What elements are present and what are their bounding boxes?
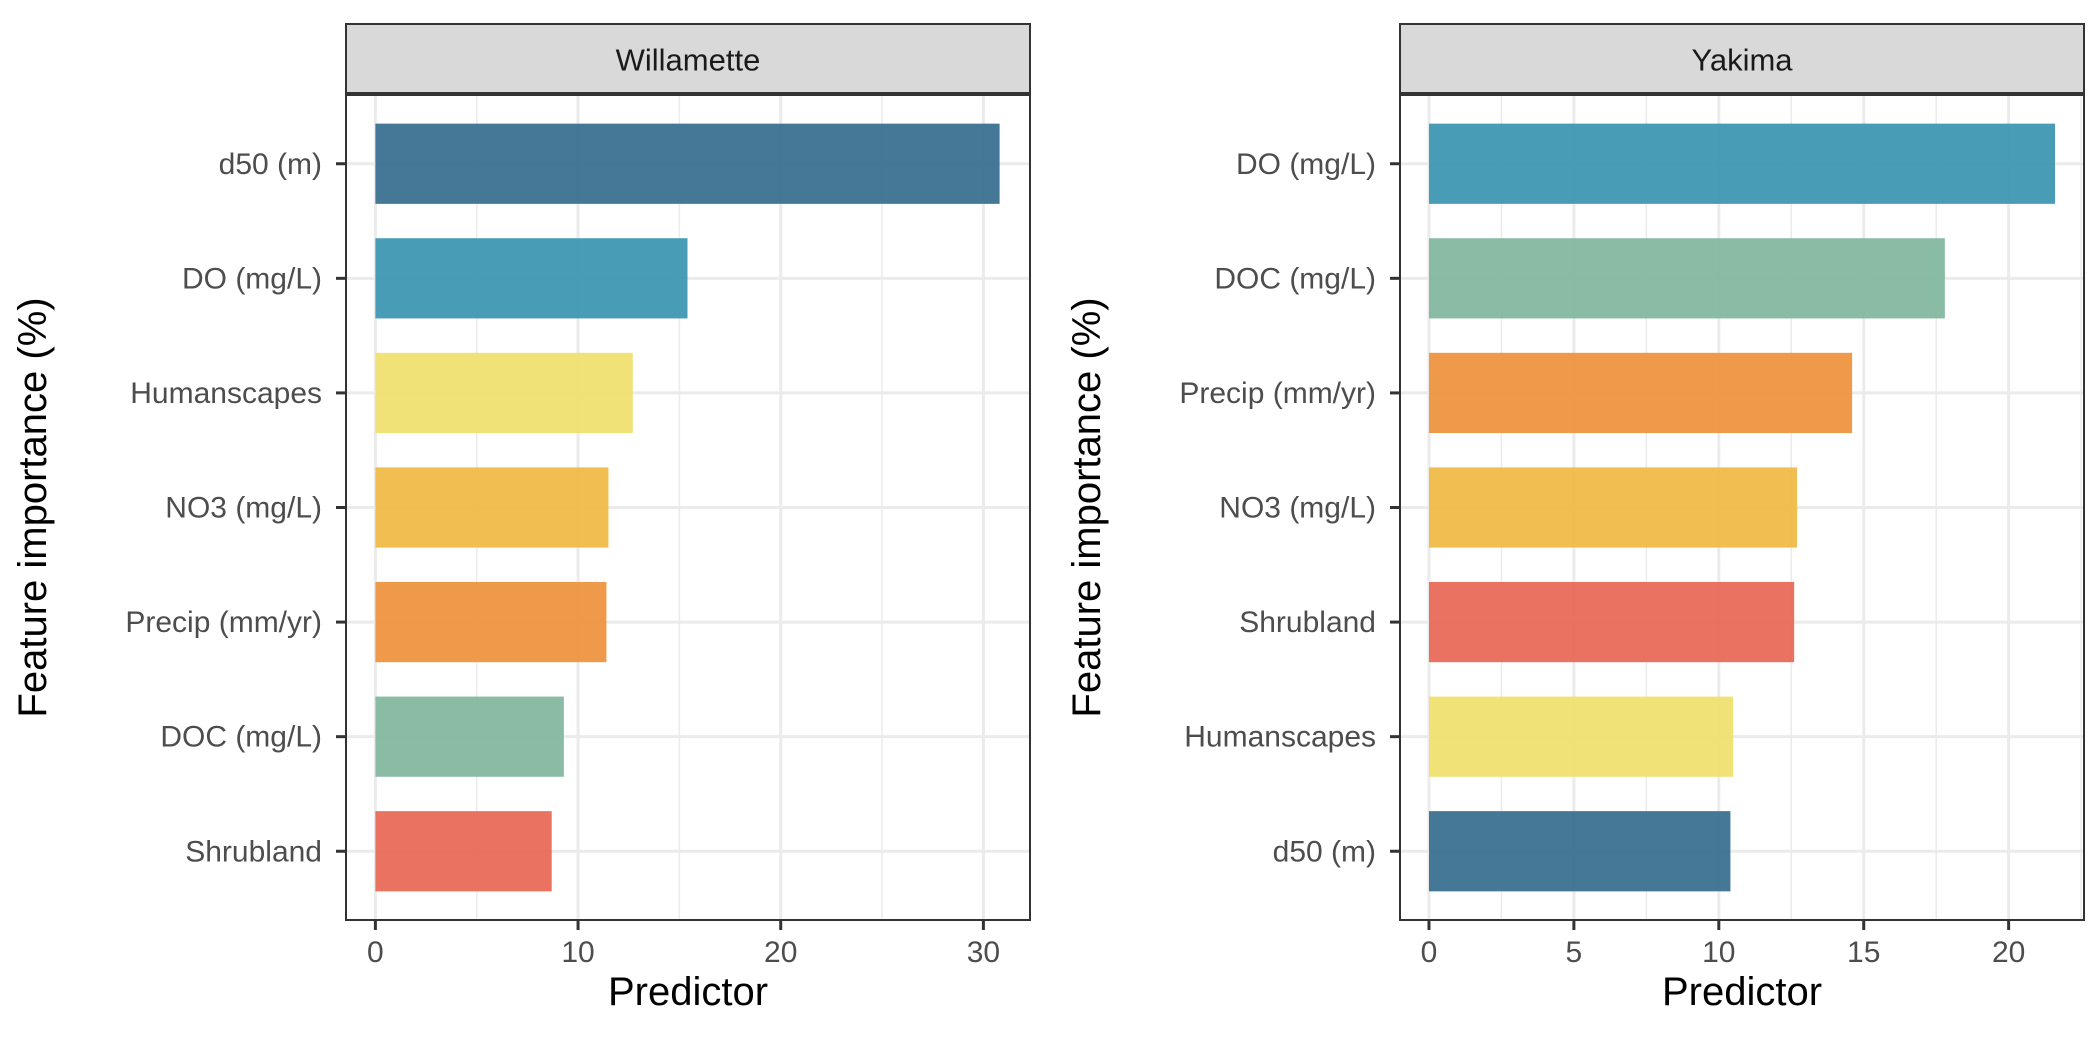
bar-no3-mg-l	[375, 467, 609, 548]
bar-humanscapes	[375, 352, 633, 434]
facet-strip	[1399, 23, 2085, 94]
y-tick-label: Humanscapes	[130, 377, 322, 410]
y-tick-label: DO (mg/L)	[182, 262, 322, 295]
x-tick-label: 5	[1566, 936, 1583, 969]
x-tick-label: 0	[1421, 936, 1438, 969]
y-tick-label: DOC (mg/L)	[160, 721, 322, 754]
y-tick-label: Shrubland	[1239, 606, 1376, 639]
x-tick-label: 10	[561, 936, 594, 969]
bar-shrubland	[375, 811, 552, 892]
y-tick-label: Shrubland	[185, 835, 322, 868]
bar-precip-mm-yr	[1428, 352, 1853, 434]
bar-d50-m	[375, 123, 1000, 204]
bar-shrubland	[1428, 581, 1795, 663]
y-tick-label: DO (mg/L)	[1236, 148, 1376, 181]
y-tick-label: NO3 (mg/L)	[1219, 492, 1376, 525]
facet-strip-label: Willamette	[616, 43, 761, 78]
x-tick-label: 15	[1847, 936, 1880, 969]
panel-1: Yakima DO (mg/L) DOC (mg/L) Precip (mm/yr) N…	[1065, 23, 2085, 1014]
x-axis-title: Predictor	[1662, 970, 1822, 1014]
y-tick-label: Precip (mm/yr)	[125, 606, 322, 639]
bar-do-mg-l	[1428, 123, 2056, 204]
x-tick-label: 30	[967, 936, 1000, 969]
y-tick-label: d50 (m)	[1273, 835, 1376, 868]
y-tick-label: Humanscapes	[1184, 721, 1376, 754]
y-tick-label: Precip (mm/yr)	[1179, 377, 1376, 410]
bar-precip-mm-yr	[375, 581, 607, 663]
y-tick-label: d50 (m)	[219, 148, 322, 181]
x-tick-label: 20	[764, 936, 797, 969]
panel-0: Willamette d50 (m) DO (mg/L) Humanscapes NO3…	[11, 23, 1031, 1014]
bar-do-mg-l	[375, 238, 688, 319]
y-axis-title: Feature importance (%)	[1065, 297, 1109, 717]
bar-doc-mg-l	[375, 696, 564, 777]
x-tick-label: 0	[367, 936, 384, 969]
x-tick-label: 10	[1702, 936, 1735, 969]
facet-strip-label: Yakima	[1691, 43, 1793, 78]
y-tick-label: DOC (mg/L)	[1214, 262, 1376, 295]
y-axis-title: Feature importance (%)	[11, 297, 55, 717]
bar-humanscapes	[1428, 696, 1734, 777]
facet-strip	[345, 23, 1031, 94]
x-tick-label: 20	[1992, 936, 2025, 969]
y-tick-label: NO3 (mg/L)	[165, 492, 322, 525]
bar-d50-m	[1428, 811, 1731, 892]
x-axis-title: Predictor	[608, 970, 768, 1014]
bar-no3-mg-l	[1428, 467, 1798, 548]
bar-doc-mg-l	[1428, 238, 1945, 319]
